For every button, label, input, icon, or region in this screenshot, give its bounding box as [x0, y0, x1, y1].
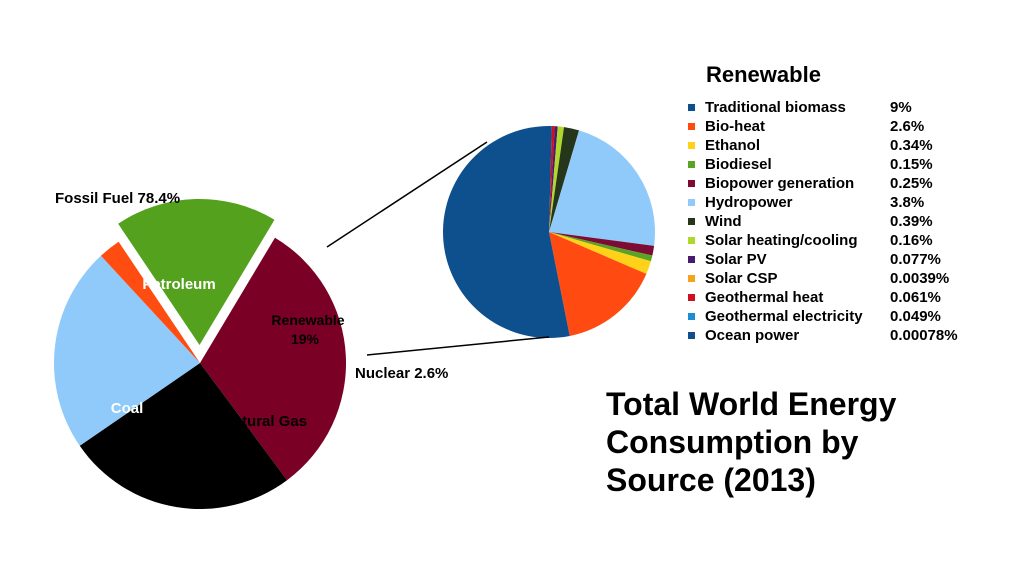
slice-wind [549, 127, 580, 232]
legend-item-ethanol: Ethanol 0.34% [688, 136, 1018, 155]
legend-value: 0.25% [890, 175, 933, 192]
renewable-label: Renewable [271, 312, 344, 328]
legend-swatch [688, 218, 695, 225]
legend-rows: Traditional biomass 9% Bio-heat 2.6% Ethanol… [688, 98, 1018, 345]
legend-value: 0.0039% [890, 270, 950, 287]
legend-value: 0.077% [890, 251, 941, 268]
legend-swatch [688, 142, 695, 149]
legend-swatch [688, 104, 695, 111]
legend-value: 0.16% [890, 232, 933, 249]
fossil-fuel-label: Fossil Fuel 78.4% [55, 190, 180, 207]
legend-value: 0.15% [890, 156, 933, 173]
legend-swatch [688, 332, 695, 339]
renewable-legend: Renewable Traditional biomass 9% Bio-heat 2… [688, 62, 1018, 345]
legend-item-bio-heat: Bio-heat 2.6% [688, 117, 1018, 136]
slice-traditional-biomass [443, 126, 570, 339]
chart-title-line-2: Consumption by [606, 424, 859, 460]
legend-label: Solar heating/cooling [705, 232, 858, 249]
slice-solar-heating-cooling [549, 126, 565, 232]
legend-value: 3.8% [890, 194, 925, 211]
slice-geothermal-heat [549, 126, 555, 232]
chart-title: Total World Energy Consumption by Source… [606, 385, 1006, 499]
coal-label: Coal [111, 400, 144, 417]
legend-swatch [688, 180, 695, 187]
slice-petroleum [200, 237, 347, 481]
legend-swatch [688, 237, 695, 244]
legend-item-hydropower: Hydropower 3.8% [688, 193, 1018, 212]
legend-swatch [688, 199, 695, 206]
slice-nuclear [100, 241, 200, 363]
legend-label: Bio-heat [705, 118, 765, 135]
legend-swatch [688, 161, 695, 168]
legend-swatch [688, 294, 695, 301]
legend-label: Geothermal electricity [705, 308, 863, 325]
legend-value: 0.061% [890, 289, 941, 306]
slice-coal [79, 363, 288, 509]
legend-swatch [688, 313, 695, 320]
legend-swatch [688, 256, 695, 263]
legend-item-biopower-generation: Biopower generation 0.25% [688, 174, 1018, 193]
slice-biodiesel [549, 232, 653, 262]
nuclear-label: Nuclear 2.6% [355, 365, 448, 382]
legend-swatch [688, 275, 695, 282]
renewable-percent-label: 19% [291, 331, 320, 347]
legend-value: 9% [890, 99, 912, 116]
legend-value: 0.39% [890, 213, 933, 230]
renewable-detail-pie [443, 126, 655, 339]
legend-item-ocean-power: Ocean power 0.00078% [688, 326, 1018, 345]
legend-label: Solar CSP [705, 270, 778, 287]
main-pie [54, 199, 347, 509]
slice-hydropower [549, 130, 655, 246]
legend-label: Biodiesel [705, 156, 772, 173]
legend-label: Wind [705, 213, 742, 230]
legend-label: Biopower generation [705, 175, 855, 192]
legend-item-geothermal-electricity: Geothermal electricity 0.049% [688, 307, 1018, 326]
slice-bio-heat [549, 232, 647, 336]
legend-item-geothermal-heat: Geothermal heat 0.061% [688, 288, 1018, 307]
connector-line-top [326, 141, 488, 248]
legend-label: Traditional biomass [705, 99, 846, 116]
petroleum-label: Petroleum [142, 276, 215, 293]
legend-item-biodiesel: Biodiesel 0.15% [688, 155, 1018, 174]
legend-item-traditional-biomass: Traditional biomass 9% [688, 98, 1018, 117]
legend-label: Ocean power [705, 327, 800, 344]
legend-value: 0.00078% [890, 327, 958, 344]
legend-value: 2.6% [890, 118, 925, 135]
slice-biopower-generation [549, 232, 655, 256]
slice-natural-gas [54, 255, 200, 446]
legend-label: Geothermal heat [705, 289, 824, 306]
slice-renewable [118, 199, 275, 346]
legend-item-solar-pv: Solar PV 0.077% [688, 250, 1018, 269]
legend-label: Hydropower [705, 194, 793, 211]
chart-title-line-3: Source (2013) [606, 462, 816, 498]
legend-title: Renewable [706, 62, 821, 87]
legend-label: Solar PV [705, 251, 767, 268]
connector-line-bottom [366, 336, 550, 356]
slice-solar-pv [549, 126, 558, 232]
legend-swatch [688, 123, 695, 130]
chart-title-line-1: Total World Energy [606, 386, 897, 422]
natural-gas-label: Natural Gas [223, 413, 307, 430]
legend-item-solar-csp: Solar CSP 0.0039% [688, 269, 1018, 288]
legend-label: Ethanol [705, 137, 760, 154]
legend-value: 0.34% [890, 137, 933, 154]
slice-ethanol [549, 232, 651, 274]
legend-item-solar-heating-cooling: Solar heating/cooling 0.16% [688, 231, 1018, 250]
legend-item-wind: Wind 0.39% [688, 212, 1018, 231]
legend-value: 0.049% [890, 308, 941, 325]
